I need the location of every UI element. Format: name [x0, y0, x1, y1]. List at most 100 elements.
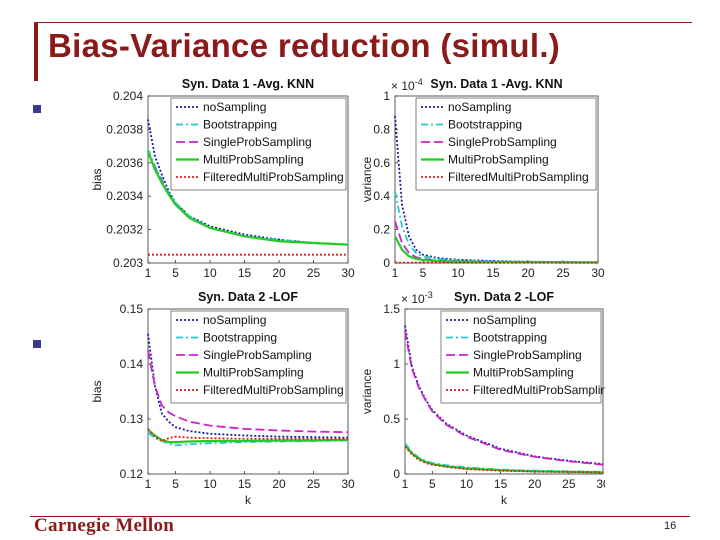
y-tick-label: 0.8 — [373, 122, 390, 136]
series-line-SingleProbSampling — [394, 221, 599, 264]
series-line-SingleProbSampling — [404, 330, 604, 466]
legend-label: Bootstrapping — [473, 331, 547, 345]
y-tick-label: 0.2038 — [106, 122, 143, 136]
series-line-FilteredMultiProbSampling — [404, 445, 604, 474]
y-tick-label: 1 — [383, 89, 390, 103]
series-line-MultiProbSampling — [147, 429, 349, 444]
legend-label: FilteredMultiProbSampling — [203, 170, 344, 184]
legend-label: FilteredMultiProbSampling — [203, 383, 344, 397]
x-tick-label: 5 — [172, 477, 179, 491]
series-line-MultiProbSampling — [146, 150, 349, 246]
chart-panel-4: Syn. Data 2 -LOF15101520253000.511.5vari… — [355, 286, 614, 516]
x-tick-label: 20 — [272, 477, 286, 491]
x-tick-label: 30 — [341, 266, 355, 280]
x-tick-label: 10 — [460, 477, 474, 491]
y-tick-label: 0.2032 — [106, 223, 143, 237]
y-axis-label: bias — [90, 168, 104, 190]
slide-title: Bias-Variance reduction (simul.) — [48, 27, 561, 64]
x-tick-label: 1 — [145, 266, 152, 280]
carnegie-mellon-logo: Carnegie Mellon — [34, 515, 175, 536]
y-tick-label: 0.2034 — [106, 189, 143, 203]
y-tick-label: 0 — [393, 467, 400, 481]
x-tick-label: 25 — [556, 266, 570, 280]
legend-box — [440, 310, 602, 404]
page-number: 16 — [664, 520, 677, 532]
x-tick-label: 15 — [486, 266, 500, 280]
plot-frame — [147, 95, 349, 264]
exponent-base: × 10 — [391, 79, 415, 93]
legend-label: SingleProbSampling — [203, 348, 312, 362]
legend-label: MultiProbSampling — [473, 366, 574, 380]
x-axis-label: k — [501, 493, 508, 507]
legend-label: MultiProbSampling — [203, 153, 304, 167]
legend-label: FilteredMultiProbSampling — [448, 170, 589, 184]
x-tick-label: 10 — [451, 266, 465, 280]
y-tick-label: 0.12 — [120, 467, 144, 481]
legend-label: noSampling — [473, 313, 536, 327]
x-tick-label: 1 — [145, 477, 152, 491]
chart-syn2-variance: Syn. Data 2 -LOF15101520253000.511.5vari… — [360, 290, 614, 507]
series-line-FilteredMultiProbSampling — [147, 428, 348, 443]
y-tick-label: 0.4 — [373, 189, 390, 203]
legend-box — [170, 97, 347, 191]
exponent-base: × 10 — [401, 292, 425, 306]
legend-label: Bootstrapping — [203, 118, 277, 132]
y-tick-label: 0.15 — [120, 302, 144, 316]
exponent-power: -4 — [415, 77, 423, 87]
y-tick-label: 0.13 — [120, 412, 144, 426]
legend-label: FilteredMultiProbSampling — [473, 383, 605, 397]
chart-title: Syn. Data 2 -LOF — [198, 290, 298, 304]
series-line-MultiProbSampling — [404, 444, 604, 474]
x-tick-label: 10 — [203, 266, 217, 280]
x-tick-label: 20 — [528, 477, 542, 491]
y-tick-label: 0.5 — [383, 412, 400, 426]
x-tick-label: 5 — [429, 477, 436, 491]
y-tick-label: 0.6 — [373, 156, 390, 170]
legend-label: MultiProbSampling — [203, 366, 304, 380]
series-line-Bootstrapping — [404, 442, 604, 473]
series-line-Bootstrapping — [147, 149, 349, 246]
chart-panel-3: Syn. Data 2 -LOF 1 5 10 15 20 25 30 0.12 0.13 0.14… — [85, 286, 355, 516]
title-bar: Bias-Variance reduction (simul.) — [34, 22, 692, 81]
y-tick-label: 0.2 — [373, 223, 390, 237]
series-line-noSampling — [147, 333, 349, 439]
legend-label: noSampling — [448, 100, 511, 114]
series-line-Bootstrapping — [394, 191, 599, 264]
bullet-2 — [33, 340, 41, 348]
plot-frame — [404, 308, 604, 475]
y-exponent: × 10-3 — [401, 290, 433, 306]
y-axis-label: variance — [360, 156, 374, 202]
bullet-1 — [33, 105, 41, 113]
x-tick-label: 20 — [521, 266, 535, 280]
x-tick-label: 30 — [591, 266, 605, 280]
legend-box — [415, 97, 597, 191]
legend-label: noSampling — [203, 313, 266, 327]
legend-label: noSampling — [203, 100, 266, 114]
chart-panel-2: Syn. Data 1 -Avg. KNN 1 5 10 15 20 25 30 0 0.2 0.4… — [355, 73, 605, 303]
chart-title: Syn. Data 1 -Avg. KNN — [430, 77, 562, 91]
x-tick-label: 25 — [307, 477, 321, 491]
x-tick-label: 30 — [341, 477, 355, 491]
x-axis-label: k — [245, 493, 252, 507]
x-tick-label: 5 — [420, 266, 427, 280]
x-tick-label: 5 — [172, 266, 179, 280]
x-tick-label: 15 — [238, 477, 252, 491]
footer-divider — [30, 516, 690, 517]
y-axis-label: bias — [90, 380, 104, 402]
y-tick-label: 0 — [383, 256, 390, 270]
y-tick-label: 0.14 — [120, 357, 144, 371]
chart-title: Syn. Data 2 -LOF — [454, 290, 554, 304]
y-tick-label: 0.203 — [113, 256, 143, 270]
y-tick-label: 1.5 — [383, 302, 400, 316]
x-tick-label: 25 — [307, 266, 321, 280]
exponent-power: -3 — [425, 290, 433, 300]
legend-label: SingleProbSampling — [448, 135, 557, 149]
legend-label: Bootstrapping — [448, 118, 522, 132]
series-line-noSampling — [404, 325, 604, 465]
y-exponent: × 10-4 — [391, 77, 423, 93]
y-tick-label: 0.204 — [113, 89, 143, 103]
legend-label: MultiProbSampling — [448, 153, 549, 167]
